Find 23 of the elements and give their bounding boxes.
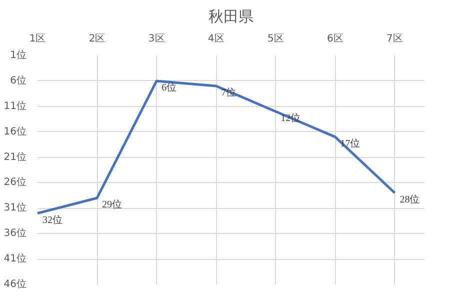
x-tick-label: 1区 (29, 34, 46, 44)
x-tick-label: 2区 (88, 34, 106, 44)
line-series (38, 80, 396, 215)
data-label: 29位 (102, 198, 122, 210)
y-tick-label: 11位 (4, 100, 27, 112)
y-tick-label: 36位 (4, 227, 27, 240)
chart-title: 秋田県 (208, 8, 254, 26)
x-tick-label: 6区 (327, 34, 344, 44)
data-label: 28位 (400, 193, 420, 206)
x-tick-label: 7区 (386, 34, 403, 44)
data-label: 6位 (162, 81, 177, 94)
y-tick-label: 41位 (4, 252, 27, 265)
x-tick-label: 3区 (148, 34, 165, 44)
x-tick-label: 4区 (208, 34, 224, 44)
x-tick-label: 5区 (267, 34, 284, 44)
y-tick-label: 46位 (4, 278, 27, 290)
data-label: 32位 (42, 214, 62, 226)
y-tick-label: 21位 (4, 150, 27, 163)
y-tick-label: 1位 (10, 49, 27, 61)
y-tick-label: 31位 (4, 202, 27, 214)
y-tick-label: 6位 (10, 74, 27, 86)
y-tick-label: 26位 (4, 176, 27, 188)
y-tick-label: 16位 (4, 125, 27, 138)
